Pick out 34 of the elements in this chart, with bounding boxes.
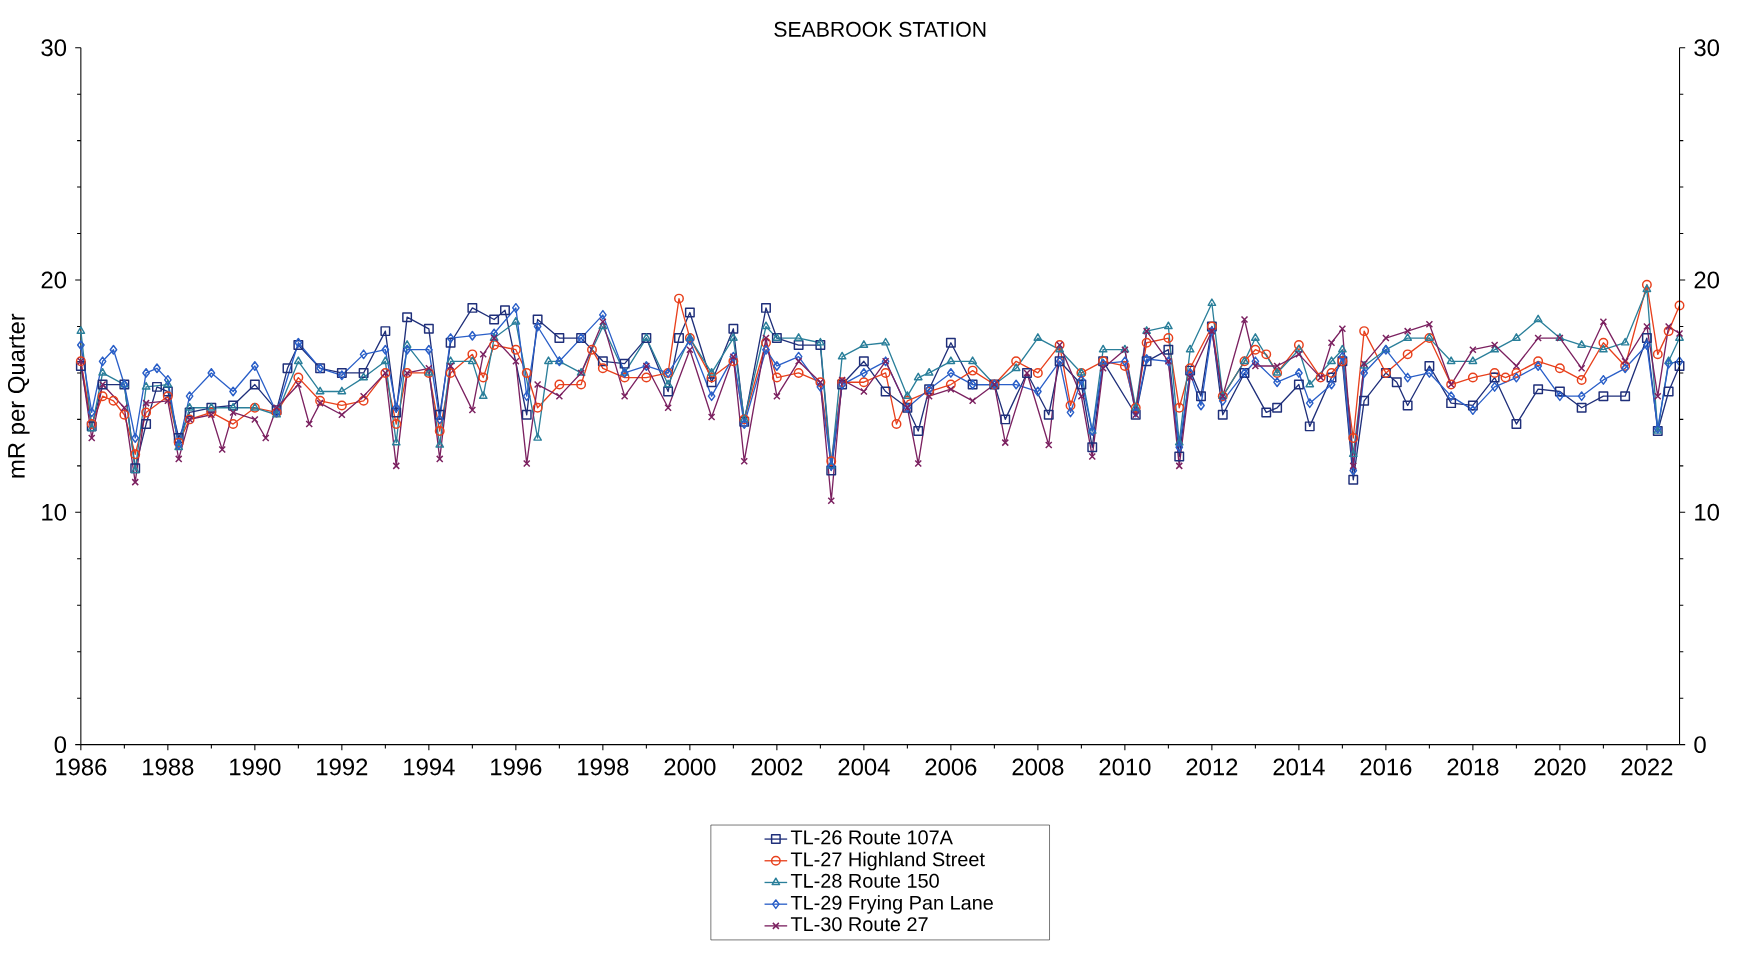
y2-tick-label: 20 [1694, 271, 1720, 289]
y-tick-label: 10 [42, 503, 67, 521]
legend-label: TL-26 Route 107A [790, 830, 953, 845]
y2-tick-label: 0 [1694, 736, 1706, 753]
x-tick-label: 1988 [143, 758, 194, 776]
x-tick-label: 1998 [578, 758, 629, 776]
x-tick-label: 2004 [838, 758, 890, 776]
x-tick-label: 2006 [925, 758, 977, 776]
x-tick-label: 2022 [1621, 758, 1673, 776]
x-tick-label: 2020 [1534, 758, 1586, 776]
y-tick-label: 20 [41, 271, 67, 289]
chart-title: SEABROOK STATION [774, 21, 986, 37]
x-tick-label: 2016 [1360, 758, 1412, 776]
x-tick-label: 1986 [56, 758, 107, 776]
y-tick-label: 30 [41, 39, 67, 56]
y2-tick-label: 30 [1694, 39, 1720, 56]
x-tick-label: 2010 [1099, 758, 1151, 776]
x-tick-label: 1992 [317, 758, 368, 776]
legend-label: TL-28 Route 150 [790, 873, 939, 888]
x-tick-label: 1996 [491, 758, 542, 776]
y-tick-label: 0 [54, 736, 67, 753]
y2-tick-label: 10 [1695, 503, 1720, 521]
legend-label: TL-27 Highland Street [790, 851, 985, 871]
y-axis-title: mR per Quarter [7, 313, 30, 478]
x-tick-label: 2000 [664, 758, 716, 776]
x-tick-label: 2014 [1273, 758, 1325, 776]
legend-label: TL-29 Frying Pan Lane [790, 895, 993, 914]
x-tick-label: 1994 [404, 758, 455, 776]
x-tick-label: 1990 [230, 758, 281, 776]
legend-label: TL-30 Route 27 [790, 916, 928, 932]
x-tick-label: 2002 [751, 758, 803, 776]
x-tick-label: 2012 [1186, 758, 1238, 776]
x-tick-label: 2018 [1447, 758, 1499, 776]
x-tick-label: 2008 [1012, 758, 1064, 776]
